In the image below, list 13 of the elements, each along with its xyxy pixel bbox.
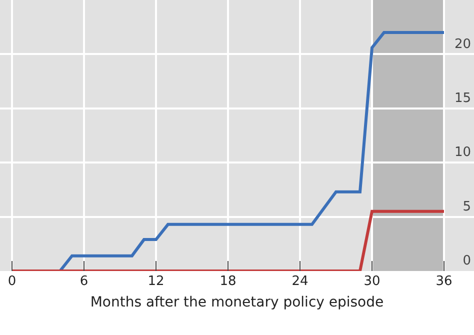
y-tick-label: 20: [454, 36, 471, 52]
x-tick-label: 18: [220, 274, 236, 289]
x-tick-label: 30: [364, 274, 380, 289]
y-tick-label: 10: [454, 145, 471, 160]
y-tick-label: 0: [462, 254, 471, 269]
y-tick-label: 5: [462, 199, 471, 214]
x-tick-label: 6: [80, 274, 88, 289]
x-axis-title: Months after the monetary policy episode: [90, 294, 384, 310]
x-tick-label: 12: [148, 274, 164, 289]
x-tick-label: 24: [292, 274, 308, 289]
x-tick-label: 0: [8, 274, 16, 289]
y-tick-label: 15: [454, 90, 471, 106]
x-tick-label: 36: [436, 274, 452, 289]
